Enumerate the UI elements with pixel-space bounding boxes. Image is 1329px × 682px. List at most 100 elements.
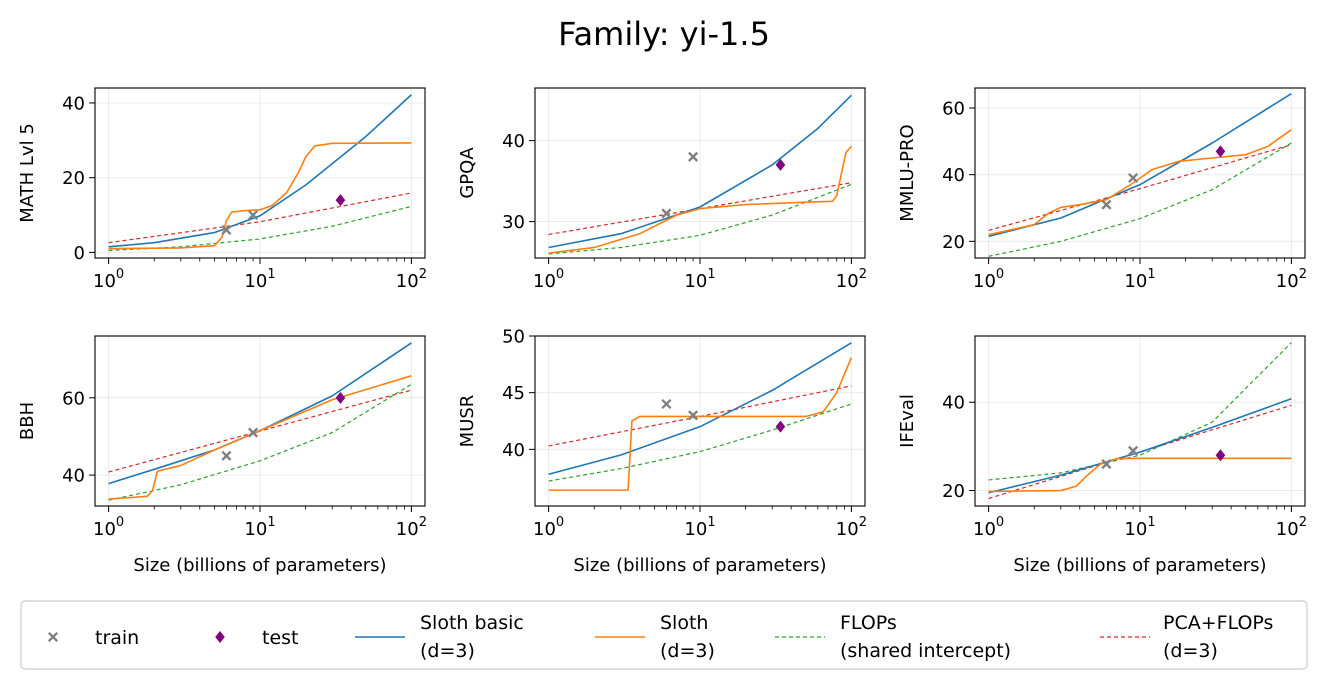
chart-panel-2: 100 101 102 30 40 GPQA [457,87,867,292]
series-line-pca-flops [108,192,412,244]
gridlines [535,88,865,258]
y-axis-label: MMLU-PRO [897,124,918,221]
x-tick-label: 101 [244,515,275,540]
series-line-sloth [108,142,412,250]
legend-label: (d=3) [1163,640,1218,662]
x-axis-label: Size (billions of parameters) [133,555,386,576]
series-line-sloth-basic [548,94,852,249]
train-marker [1101,459,1112,470]
gridlines [975,336,1305,506]
train-marker [688,410,699,421]
test-marker [775,158,786,171]
x-axis: 100 101 102 [533,506,867,540]
y-axis-label: BBH [17,402,38,440]
series-line-sloth-basic [108,94,412,248]
legend-label: test [262,627,299,649]
x-axis: 100 101 102 [973,258,1307,292]
legend-label: Sloth [660,612,708,634]
x-tick-label: 102 [1276,515,1307,540]
x-axis: 100 101 102 [973,506,1307,540]
train-marker [221,224,232,236]
y-tick-label: 45 [502,383,525,404]
x-tick-label: 102 [836,515,867,540]
y-axis: 20 40 60 [942,99,975,253]
gridlines [975,88,1305,258]
y-tick-label: 20 [942,232,965,253]
series-line-flops [988,142,1292,257]
x-tick-label: 100 [93,515,124,540]
series-line-sloth [988,457,1292,493]
legend-entry-train: train [47,627,139,649]
series-group [108,94,412,252]
chart-panel-5: 100 101 102 40 45 50 MUSR Size (billions of par… [457,327,867,577]
y-tick-label: 40 [62,466,85,487]
y-tick-label: 20 [942,481,965,502]
x-axis: 100 101 102 [93,506,427,540]
x-tick-label: 102 [396,515,427,540]
y-axis-label: MUSR [457,395,478,448]
legend-entry-flops: FLOPs (shared intercept) [775,612,1011,662]
series-line-sloth-basic [988,397,1292,494]
y-tick-label: 50 [502,327,525,348]
gridlines [535,335,865,506]
legend-label: FLOPs [840,612,897,634]
train-marker [661,398,672,410]
series-line-pca-flops [548,182,852,236]
y-tick-label: 40 [942,165,965,186]
series-line-flops [548,403,852,482]
test-marker [335,194,346,207]
legend-label: (d=3) [660,640,715,662]
x-axis: 100 101 102 [93,258,427,292]
series-group [988,92,1292,257]
y-axis: 30 40 [502,131,535,233]
legend-entry-test: test [215,627,299,649]
series-line-sloth [548,357,853,491]
x-tick-label: 101 [1124,267,1155,292]
series-line-sloth-basic [988,92,1292,238]
train-marker [1128,445,1139,456]
legend-entry-pca-flops: PCA+FLOPs (d=3) [1100,612,1273,662]
series-group [988,342,1292,500]
chart-panel-3: 100 101 102 20 40 60 MMLU-PRO [897,87,1307,292]
train-marker [248,427,259,438]
chart-panel-1: 100 101 102 0 20 40 MATH Lvl 5 [17,87,427,292]
gridlines [95,88,425,258]
test-marker [335,391,346,404]
y-tick-label: 40 [942,393,965,414]
series-line-sloth-basic [548,342,852,476]
legend-frame [20,600,1308,670]
y-axis-label: IFEval [897,394,918,448]
series-line-flops [548,183,852,255]
y-axis-label: MATH Lvl 5 [17,123,38,223]
train-marker [221,450,232,461]
legend-label: (shared intercept) [840,640,1011,662]
legend-entry-sloth: Sloth (d=3) [595,612,715,662]
y-tick-label: 0 [74,243,85,264]
series-line-flops [108,205,412,252]
y-tick-label: 40 [502,440,525,461]
test-marker [1215,449,1226,462]
y-tick-label: 30 [502,212,525,233]
series-line-sloth [108,375,412,500]
x-tick-label: 100 [973,267,1004,292]
legend: train test Sloth basic (d=3) Sloth (d=3) FLOPs… [20,600,1308,670]
test-marker [775,420,786,433]
x-axis-label: Size (billions of parameters) [573,555,826,576]
y-tick-label: 20 [62,168,85,189]
series-line-sloth [988,129,1292,236]
legend-marker [215,631,225,643]
legend-entry-sloth-basic: Sloth basic (d=3) [355,612,524,662]
y-axis: 0 20 40 [62,93,95,264]
series-group [108,342,412,501]
x-tick-label: 102 [396,267,427,292]
test-marker [1215,145,1226,158]
series-group [548,342,853,491]
legend-label: (d=3) [420,640,475,662]
series-line-pca-flops [988,404,1292,500]
train-marker [1128,172,1139,184]
x-tick-label: 101 [1124,515,1155,540]
